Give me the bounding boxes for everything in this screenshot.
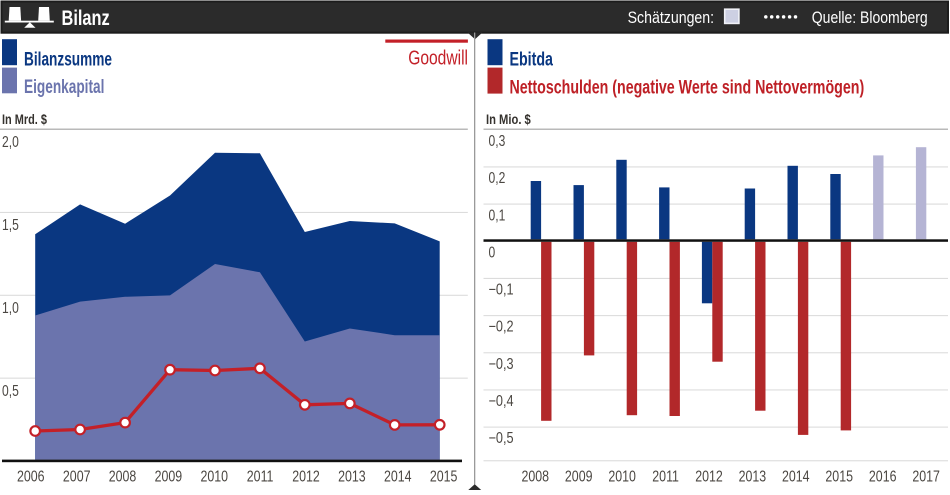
svg-text:2013: 2013 <box>338 467 366 485</box>
svg-text:Goodwill: Goodwill <box>408 47 468 69</box>
svg-text:2009: 2009 <box>565 467 593 485</box>
svg-text:2,0: 2,0 <box>2 133 19 151</box>
svg-text:2010: 2010 <box>608 467 636 485</box>
svg-text:Nettoschulden (negative Werte: Nettoschulden (negative Werte sind Netto… <box>510 76 865 98</box>
svg-text:Bilanzsumme: Bilanzsumme <box>24 48 112 70</box>
svg-text:1,0: 1,0 <box>2 298 19 316</box>
svg-text:Ebitda: Ebitda <box>510 48 554 70</box>
svg-text:Quelle: Bloomberg: Quelle: Bloomberg <box>812 9 928 28</box>
svg-text:2014: 2014 <box>384 467 412 485</box>
svg-text:In Mio. $: In Mio. $ <box>486 112 531 127</box>
svg-text:2017: 2017 <box>912 467 940 485</box>
svg-text:−0,2: −0,2 <box>489 319 514 336</box>
svg-text:−0,1: −0,1 <box>489 281 514 298</box>
svg-text:1,5: 1,5 <box>2 216 19 234</box>
svg-text:2014: 2014 <box>782 467 810 485</box>
svg-text:2016: 2016 <box>869 467 897 485</box>
svg-text:2012: 2012 <box>292 467 320 485</box>
svg-text:In Mrd. $: In Mrd. $ <box>2 112 47 127</box>
svg-text:2011: 2011 <box>652 467 679 485</box>
svg-text:2007: 2007 <box>63 467 91 485</box>
svg-text:0,1: 0,1 <box>489 206 506 224</box>
svg-text:Schätzungen:: Schätzungen: <box>628 9 714 27</box>
svg-text:2006: 2006 <box>17 467 45 485</box>
svg-text:Eigenkapital: Eigenkapital <box>24 76 104 98</box>
svg-text:2010: 2010 <box>201 467 229 485</box>
svg-text:2008: 2008 <box>109 467 137 485</box>
svg-text:2015: 2015 <box>430 467 458 485</box>
svg-text:−0,4: −0,4 <box>489 393 514 410</box>
svg-text:2009: 2009 <box>155 467 183 485</box>
svg-text:Bilanz: Bilanz <box>62 6 110 29</box>
svg-text:2008: 2008 <box>522 467 550 485</box>
svg-text:2011: 2011 <box>247 467 274 485</box>
svg-text:0: 0 <box>489 243 496 261</box>
svg-text:0,2: 0,2 <box>489 169 506 187</box>
svg-text:−0,5: −0,5 <box>489 430 514 447</box>
svg-text:0,5: 0,5 <box>2 381 19 399</box>
svg-text:2015: 2015 <box>825 467 853 485</box>
svg-text:−0,3: −0,3 <box>489 356 514 373</box>
svg-text:0,3: 0,3 <box>489 132 506 150</box>
svg-text:2013: 2013 <box>739 467 767 485</box>
svg-text:2012: 2012 <box>695 467 723 485</box>
